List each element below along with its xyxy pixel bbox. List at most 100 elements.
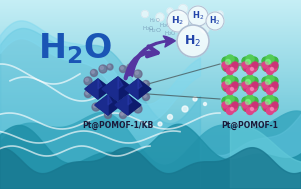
Circle shape (250, 67, 253, 70)
Circle shape (104, 112, 111, 119)
Circle shape (246, 60, 250, 64)
Circle shape (266, 88, 274, 94)
Circle shape (84, 77, 92, 85)
Circle shape (231, 108, 234, 111)
Circle shape (270, 83, 278, 91)
Circle shape (119, 66, 126, 73)
Circle shape (246, 55, 254, 63)
Circle shape (246, 85, 254, 93)
Circle shape (177, 25, 209, 57)
Text: $\mathbf{H_2O}$: $\mathbf{H_2O}$ (38, 32, 112, 66)
Circle shape (263, 84, 271, 91)
Circle shape (250, 108, 253, 111)
Circle shape (230, 57, 238, 65)
Circle shape (226, 55, 234, 63)
Text: Pt@POMOF-1/KB: Pt@POMOF-1/KB (82, 120, 154, 130)
Circle shape (266, 105, 274, 113)
Circle shape (206, 12, 224, 30)
Circle shape (85, 91, 88, 94)
Circle shape (225, 99, 231, 105)
Circle shape (226, 108, 234, 115)
Circle shape (249, 64, 257, 72)
Circle shape (222, 57, 230, 65)
Circle shape (224, 105, 231, 112)
Circle shape (224, 57, 237, 70)
Text: H$_2$: H$_2$ (209, 15, 221, 27)
Polygon shape (95, 95, 108, 115)
Circle shape (246, 80, 250, 84)
Circle shape (222, 77, 230, 85)
Circle shape (225, 60, 231, 64)
Circle shape (226, 75, 234, 83)
Circle shape (244, 57, 256, 70)
Circle shape (252, 102, 258, 108)
Polygon shape (108, 95, 112, 105)
Circle shape (244, 64, 250, 71)
Circle shape (266, 85, 274, 93)
Circle shape (144, 94, 146, 97)
Circle shape (134, 105, 142, 113)
Circle shape (249, 104, 257, 112)
Circle shape (269, 84, 277, 92)
Circle shape (226, 95, 234, 103)
Circle shape (188, 6, 208, 26)
Circle shape (182, 106, 188, 112)
Circle shape (247, 88, 253, 94)
Circle shape (98, 92, 100, 94)
Circle shape (226, 85, 234, 93)
Circle shape (262, 57, 270, 65)
Circle shape (250, 63, 258, 71)
Polygon shape (115, 95, 141, 115)
Circle shape (266, 55, 274, 63)
Circle shape (224, 77, 237, 91)
Circle shape (141, 11, 148, 18)
Circle shape (85, 91, 92, 98)
Circle shape (269, 104, 277, 112)
Circle shape (100, 66, 104, 69)
Circle shape (231, 67, 234, 70)
Circle shape (247, 108, 253, 115)
Circle shape (247, 67, 253, 74)
Circle shape (242, 103, 250, 111)
Circle shape (242, 97, 250, 105)
Circle shape (270, 63, 278, 71)
Circle shape (242, 77, 250, 85)
Circle shape (172, 16, 178, 22)
Circle shape (226, 65, 234, 73)
Circle shape (128, 65, 130, 67)
Circle shape (246, 65, 254, 73)
Circle shape (135, 106, 138, 109)
Circle shape (222, 62, 228, 68)
Circle shape (230, 97, 238, 105)
Circle shape (262, 82, 268, 88)
Circle shape (217, 11, 223, 17)
Circle shape (250, 57, 258, 65)
Circle shape (252, 82, 258, 88)
Circle shape (263, 64, 271, 71)
Circle shape (265, 99, 271, 105)
Circle shape (246, 105, 254, 113)
Circle shape (262, 63, 270, 71)
Circle shape (222, 82, 228, 88)
Circle shape (262, 97, 270, 105)
Circle shape (230, 83, 238, 91)
Circle shape (232, 82, 238, 88)
Circle shape (266, 108, 274, 115)
Circle shape (92, 70, 94, 73)
Circle shape (249, 84, 257, 92)
Circle shape (120, 67, 123, 69)
Circle shape (182, 20, 188, 28)
Circle shape (232, 62, 238, 68)
Circle shape (270, 97, 278, 105)
Polygon shape (85, 79, 98, 99)
Circle shape (242, 63, 250, 71)
Circle shape (266, 75, 274, 83)
Circle shape (262, 102, 268, 108)
Text: H$_2$: H$_2$ (185, 33, 202, 49)
Circle shape (244, 77, 256, 91)
Circle shape (250, 83, 258, 91)
Circle shape (178, 5, 188, 13)
Text: H$_2$: H$_2$ (192, 10, 204, 22)
Circle shape (226, 67, 234, 74)
Polygon shape (85, 79, 111, 99)
